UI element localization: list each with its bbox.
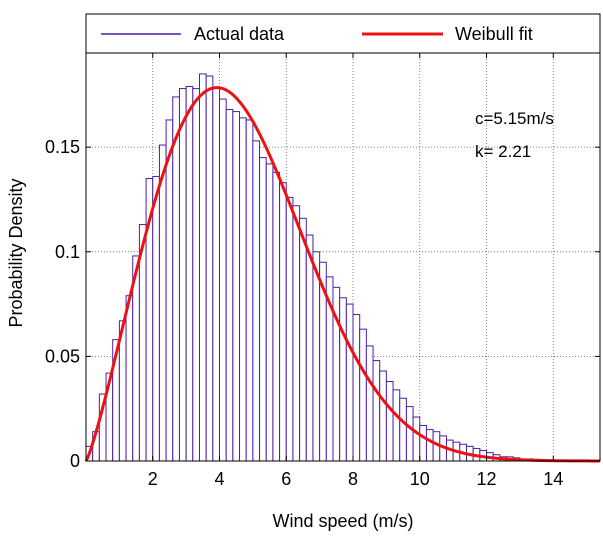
histogram-bar <box>372 360 381 462</box>
legend-label-actual-data: Actual data <box>194 24 285 44</box>
histogram-bar <box>212 88 221 462</box>
histogram-bar <box>345 303 354 462</box>
histogram-bar <box>419 424 427 462</box>
histogram-bar <box>272 171 281 462</box>
histogram-bar <box>359 328 367 462</box>
y-tick-label: 0.05 <box>45 346 80 366</box>
histogram-bar <box>299 217 307 462</box>
histogram-bar <box>178 88 187 462</box>
histogram-bars <box>85 73 601 462</box>
legend: Actual data Weibull fit <box>85 13 601 54</box>
weibull-fit-line <box>84 86 601 463</box>
legend-label-weibull-fit: Weibull fit <box>455 24 533 44</box>
histogram-bar <box>198 73 207 462</box>
x-tick-label: 4 <box>214 469 224 489</box>
histogram-bar <box>279 182 287 462</box>
x-axis-label: Wind speed (m/s) <box>272 511 413 531</box>
histogram-bar <box>312 251 321 462</box>
histogram-bar <box>225 108 234 462</box>
x-tick-label: 2 <box>148 469 158 489</box>
x-tick-label: 14 <box>543 469 563 489</box>
histogram-bar <box>219 98 227 462</box>
histogram-bar <box>385 380 394 462</box>
x-tick-label: 12 <box>477 469 497 489</box>
histogram-bar <box>305 234 314 462</box>
histogram-bar <box>265 163 274 462</box>
y-tick-label: 0.15 <box>45 137 80 157</box>
x-tick-label: 6 <box>281 469 291 489</box>
histogram-bar <box>379 370 387 462</box>
y-axis-label: Probability Density <box>6 178 26 327</box>
histogram-bar <box>239 117 247 462</box>
histogram-bar <box>285 196 294 462</box>
histogram-bar <box>125 295 134 462</box>
histogram-bar <box>392 389 401 462</box>
y-tick-label: 0.1 <box>55 242 80 262</box>
histogram-bar <box>292 205 301 462</box>
histogram-bar <box>165 119 174 462</box>
histogram-bar <box>405 406 414 462</box>
x-tick-label: 10 <box>410 469 430 489</box>
histogram-bar <box>352 314 361 462</box>
histogram-bar <box>365 345 374 462</box>
histogram-bar <box>259 157 267 462</box>
annotation-k: k= 2.21 <box>475 142 531 161</box>
histogram-bar <box>192 88 200 462</box>
histogram-bar <box>205 75 214 462</box>
histogram-bar <box>399 397 407 462</box>
annotation-c: c=5.15m/s <box>475 109 554 128</box>
histogram-bar <box>425 429 434 462</box>
histogram-bar <box>412 416 421 462</box>
histogram-bar <box>252 140 261 462</box>
histogram-bar <box>152 175 160 462</box>
tick-labels: 2 4 6 8 10 12 14 0 0.05 0.1 0.15 <box>45 137 563 489</box>
histogram-bar <box>158 144 167 462</box>
histogram-bar <box>245 119 254 462</box>
y-tick-label: 0 <box>70 451 80 471</box>
histogram-bar <box>339 297 347 462</box>
histogram-bar <box>232 111 241 462</box>
histogram-bar <box>172 96 180 462</box>
axis-ticks <box>86 53 600 462</box>
histogram-bar <box>185 85 194 462</box>
x-tick-label: 8 <box>348 469 358 489</box>
